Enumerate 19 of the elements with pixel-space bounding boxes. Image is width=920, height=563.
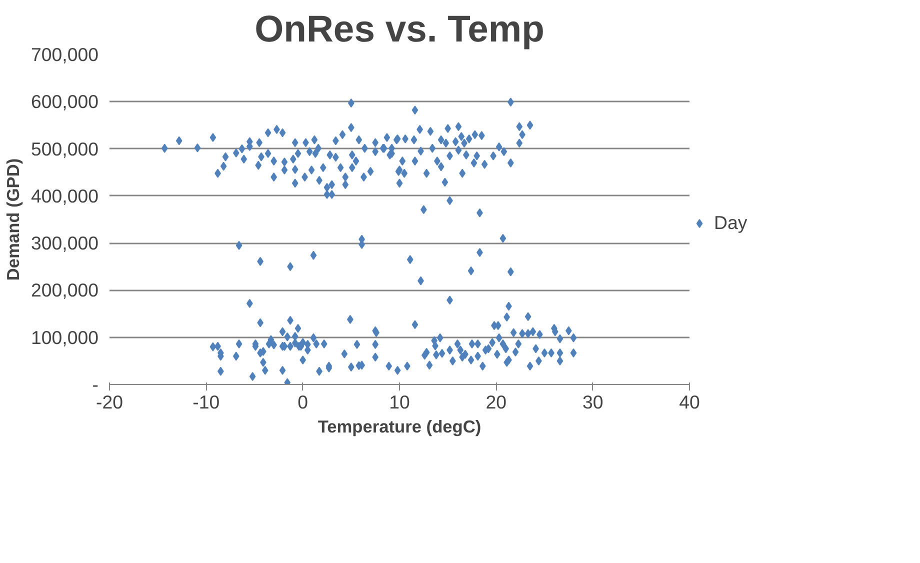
y-tick-label: 500,000 [31, 138, 99, 160]
y-tick-label: 300,000 [31, 232, 99, 254]
y-axis-title: Demand (GPD) [3, 158, 24, 281]
x-tick-label: 0 [298, 392, 308, 412]
x-tick-label: -20 [96, 392, 123, 412]
x-tick-label: 40 [679, 392, 700, 412]
x-axis-title: Temperature (degC) [318, 416, 482, 436]
y-tick-label: 400,000 [31, 185, 99, 206]
x-tick-label: 30 [582, 392, 604, 412]
chart-title: OnRes vs. Temp [254, 8, 544, 50]
y-tick-label: 200,000 [31, 280, 99, 301]
x-tick-label: 20 [486, 392, 507, 412]
x-tick-label: -10 [192, 392, 220, 412]
y-tick-label: 100,000 [31, 326, 99, 348]
y-tick-label: 700,000 [31, 44, 99, 65]
legend-label: Day [714, 212, 748, 234]
y-tick-label: 600,000 [31, 91, 99, 112]
y-tick-label: - [92, 374, 99, 395]
x-tick-label: 10 [389, 392, 410, 412]
